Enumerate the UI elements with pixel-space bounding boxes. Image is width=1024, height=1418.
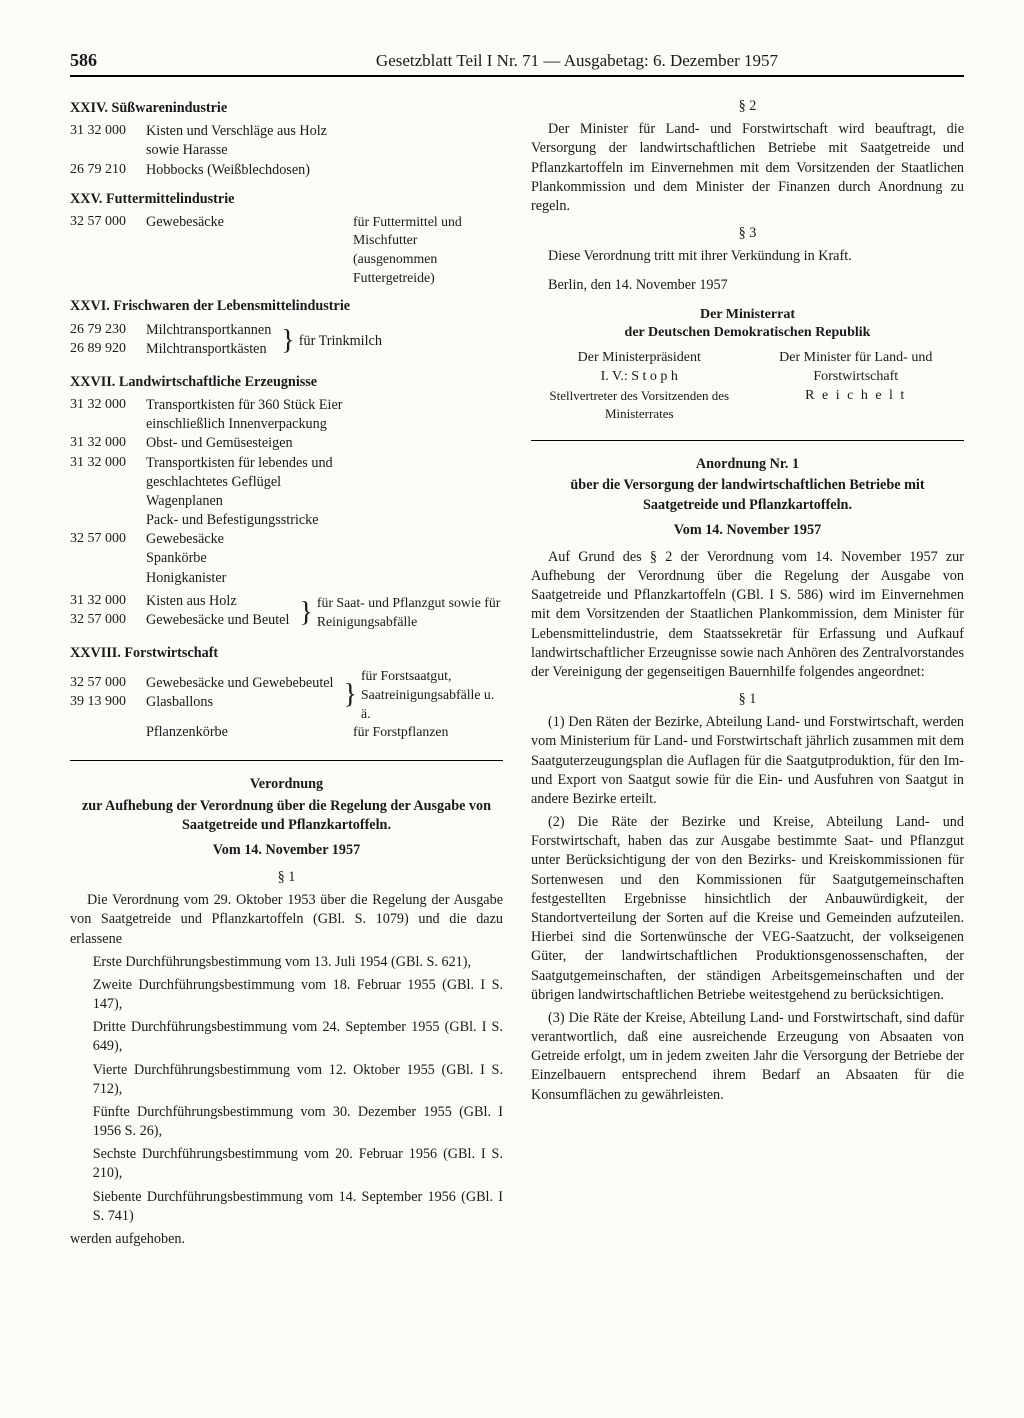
verordnung-date: Vom 14. November 1957 (70, 841, 503, 860)
section-1-head: § 1 (70, 868, 503, 887)
verordnung-close: werden aufgehoben. (70, 1230, 503, 1249)
desc: Gewebesäcke und Gewebebeutel (146, 674, 340, 693)
anordnung-title: Anordnung Nr. 1 (531, 455, 964, 474)
sig-left-title: Der Ministerpräsident (531, 349, 748, 368)
signature-block: Der Ministerrat der Deutschen Demokratis… (531, 306, 964, 423)
brace-icon: } (277, 333, 298, 350)
left-column: XXIV. Süßwarenindustrie 31 32 000Kisten … (70, 89, 503, 1249)
desc: Pack- und Befestigungsstricke (146, 511, 353, 530)
list-item: Erste Durchführungsbestimmung vom 13. Ju… (93, 953, 503, 972)
sig-right-name: R e i c h e l t (748, 387, 965, 406)
list-item: Sechste Durchführungsbestimmung vom 20. … (93, 1145, 503, 1183)
desc: Hobbocks (Weißblechdosen) (146, 161, 353, 180)
divider (70, 760, 503, 761)
desc: Milchtransportkannen (146, 321, 277, 340)
sig-left-name: I. V.: S t o p h (531, 368, 748, 387)
section-26-title: XXVI. Frischwaren der Lebensmittelindust… (70, 297, 503, 316)
desc: Obst- und Gemüsesteigen (146, 434, 353, 453)
desc: Transportkisten für lebendes und geschla… (146, 454, 353, 492)
section-26-table: 26 79 230Milchtransportkannen 26 89 920M… (70, 321, 277, 359)
desc: Honigkanister (146, 569, 353, 588)
section-3-head: § 3 (531, 224, 964, 243)
desc: Gewebesäcke (146, 530, 353, 549)
sig-left-sub: Stellvertreter des Vorsitzenden des Mini… (531, 387, 748, 422)
desc: Kisten aus Holz (146, 592, 295, 611)
section-27-group2: 31 32 000Kisten aus Holz 32 57 000Gewebe… (70, 592, 295, 630)
desc: Glasballons (146, 693, 340, 712)
code: 32 57 000 (70, 611, 146, 630)
section-1-intro: Die Verordnung vom 29. Oktober 1953 über… (70, 891, 503, 949)
anordnung-intro: Auf Grund des § 2 der Verordnung vom 14.… (531, 548, 964, 682)
verordnung-title: Verordnung (70, 775, 503, 794)
code: 26 89 920 (70, 340, 146, 359)
brace-icon: } (340, 687, 361, 704)
anordnung-s1-head: § 1 (531, 690, 964, 709)
desc: Pflanzenkörbe (146, 723, 353, 742)
code: 31 32 000 (70, 454, 146, 492)
note: für Trinkmilch (299, 332, 503, 351)
right-column: § 2 Der Minister für Land- und Forstwirt… (531, 89, 964, 1249)
anordnung-p1: (1) Den Räten der Bezirke, Abteilung Lan… (531, 713, 964, 809)
section-27-table: 31 32 000Transportkisten für 360 Stück E… (70, 396, 503, 588)
columns: XXIV. Süßwarenindustrie 31 32 000Kisten … (70, 89, 964, 1249)
place-date: Berlin, den 14. November 1957 (531, 276, 964, 295)
list-item: Siebente Durchführungsbestimmung vom 14.… (93, 1188, 503, 1226)
code: 32 57 000 (70, 213, 146, 288)
desc: Spankörbe (146, 549, 353, 568)
desc: Kisten und Verschläge aus Holz sowie Har… (146, 122, 353, 160)
header-title: Gesetzblatt Teil I Nr. 71 — Ausgabetag: … (190, 51, 964, 71)
section-25-table: 32 57 000Gewebesäckefür Futtermittel und… (70, 213, 503, 288)
page-number: 586 (70, 50, 190, 71)
desc: Gewebesäcke und Beutel (146, 611, 295, 630)
list-item: Zweite Durchführungsbestimmung vom 18. F… (93, 976, 503, 1014)
section-27-title: XXVII. Landwirtschaftliche Erzeugnisse (70, 373, 503, 392)
section-3-text: Diese Verordnung tritt mit ihrer Verkünd… (531, 247, 964, 266)
code: 32 57 000 (70, 530, 146, 549)
anordnung-date: Vom 14. November 1957 (531, 521, 964, 540)
sig-line2: der Deutschen Demokratischen Republik (531, 324, 964, 343)
desc: Milchtransportkästen (146, 340, 277, 359)
code: 26 79 210 (70, 161, 146, 180)
section-28-table: 32 57 000Gewebesäcke und Gewebebeutel 39… (70, 674, 340, 712)
section-2-head: § 2 (531, 97, 964, 116)
code: 31 32 000 (70, 396, 146, 434)
section-28-title: XXVIII. Forstwirtschaft (70, 644, 503, 663)
section-24-title: XXIV. Süßwarenindustrie (70, 99, 503, 118)
note: für Saat- und Pflanzgut sowie für Reinig… (317, 594, 503, 631)
divider (531, 440, 964, 441)
desc: Gewebesäcke (146, 213, 353, 288)
section-24-table: 31 32 000Kisten und Verschläge aus Holz … (70, 122, 503, 180)
note: für Forstpflanzen (353, 723, 503, 742)
section-25-title: XXV. Futtermittelindustrie (70, 190, 503, 209)
code: 31 32 000 (70, 592, 146, 611)
verordnung-sub: zur Aufhebung der Verordnung über die Re… (70, 797, 503, 835)
page-header: 586 Gesetzblatt Teil I Nr. 71 — Ausgabet… (70, 50, 964, 77)
anordnung-p3: (3) Die Räte der Kreise, Abteilung Land-… (531, 1009, 964, 1105)
code: 32 57 000 (70, 674, 146, 693)
page: 586 Gesetzblatt Teil I Nr. 71 — Ausgabet… (0, 0, 1024, 1418)
code: 31 32 000 (70, 122, 146, 160)
list-item: Vierte Durchführungsbestimmung vom 12. O… (93, 1061, 503, 1099)
section-28-extra: Pflanzenkörbefür Forstpflanzen (70, 723, 503, 742)
anordnung-p2: (2) Die Räte der Bezirke und Kreise, Abt… (531, 813, 964, 1005)
section-2-text: Der Minister für Land- und Forstwirtscha… (531, 120, 964, 216)
desc: Transportkisten für 360 Stück Eier einsc… (146, 396, 353, 434)
note: für Futtermittel und Mischfutter (ausgen… (353, 213, 503, 288)
list-item: Fünfte Durchführungsbestimmung vom 30. D… (93, 1103, 503, 1141)
list-item: Dritte Durchführungsbestimmung vom 24. S… (93, 1018, 503, 1056)
sig-line1: Der Ministerrat (531, 306, 964, 325)
code: 26 79 230 (70, 321, 146, 340)
code: 31 32 000 (70, 434, 146, 453)
sig-right-title: Der Minister für Land- und Forstwirtscha… (748, 349, 965, 387)
desc: Wagenplanen (146, 492, 353, 511)
anordnung-sub: über die Versorgung der landwirtschaftli… (531, 476, 964, 514)
code: 39 13 900 (70, 693, 146, 712)
brace-icon: } (295, 605, 316, 622)
note: für Forstsaatgut, Saatreinigungsabfälle … (361, 667, 503, 723)
